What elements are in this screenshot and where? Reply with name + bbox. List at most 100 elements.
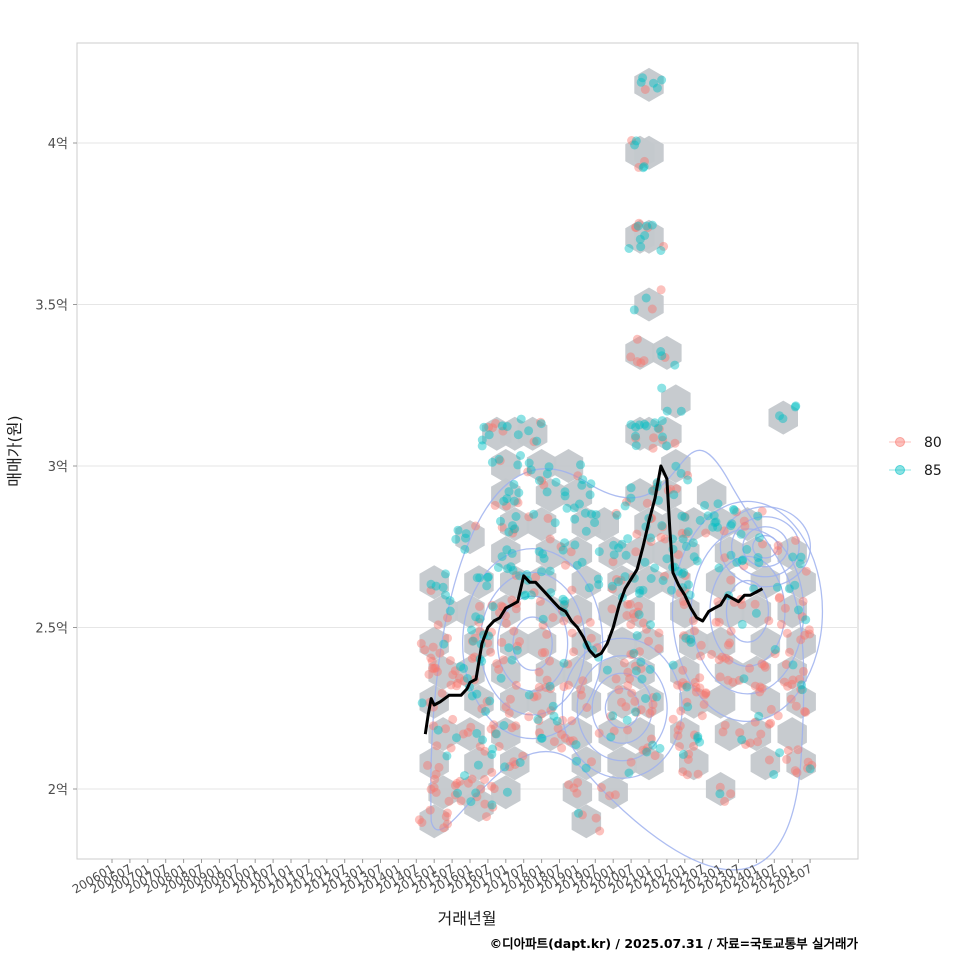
scatter-point-85: [791, 401, 801, 411]
scatter-point-80: [414, 815, 424, 825]
scatter-point-85: [472, 573, 482, 583]
scatter-point-80: [642, 498, 652, 508]
hexbin-cell: [419, 565, 449, 600]
scatter-point-80: [626, 757, 636, 767]
scatter-point-85: [536, 733, 546, 743]
scatter-point-80: [755, 682, 765, 692]
scatter-point-85: [671, 461, 681, 471]
scatter-point-80: [643, 743, 653, 753]
scatter-point-85: [657, 75, 667, 85]
scatter-point-80: [673, 731, 683, 741]
scatter-point-80: [573, 471, 583, 481]
scatter-point-80: [543, 513, 553, 523]
hexbin-cell: [634, 135, 664, 170]
scatter-point-85: [613, 577, 623, 587]
hexbin-cell: [732, 507, 763, 542]
scatter-point-85: [686, 637, 696, 647]
scatter-point-80: [758, 539, 767, 549]
scatter-point-80: [639, 356, 649, 366]
scatter-point-80: [723, 675, 733, 685]
scatter-point-80: [791, 701, 801, 711]
scatter-point-80: [630, 612, 640, 622]
hexbin-cell: [500, 684, 530, 719]
hexbin-cell: [517, 416, 548, 451]
scatter-point-80: [783, 746, 793, 755]
scatter-point-80: [546, 684, 555, 694]
scatter-point-85: [693, 733, 703, 743]
y-tick-label: 4억: [48, 137, 68, 152]
scatter-point-80: [553, 723, 563, 733]
scatter-point-85: [516, 451, 525, 460]
scatter-point-80: [518, 751, 528, 761]
scatter-point-80: [497, 637, 507, 647]
scatter-point-80: [701, 688, 711, 698]
scatter-point-85: [488, 744, 498, 754]
density-contour-outer: [430, 449, 805, 871]
scatter-point-85: [551, 477, 561, 487]
hexbin-cell: [571, 746, 602, 781]
hexbin-cell: [535, 594, 566, 629]
scatter-point-80: [714, 655, 724, 665]
scatter-point-85: [559, 658, 569, 668]
scatter-point-85: [729, 504, 738, 514]
scatter-point-80: [501, 702, 511, 712]
scatter-point-85: [714, 563, 724, 573]
scatter-point-85: [739, 674, 749, 684]
scatter-point-80: [753, 737, 763, 747]
scatter-point-85: [640, 231, 650, 240]
scatter-point-85: [645, 664, 655, 674]
scatter-point-80: [690, 677, 700, 687]
scatter-point-80: [523, 467, 533, 477]
density-contour: [561, 637, 683, 779]
scatter-point-85: [620, 501, 630, 511]
scatter-point-80: [636, 664, 646, 674]
hexbin-cell: [491, 478, 521, 513]
scatter-point-80: [677, 528, 687, 538]
scatter-point-80: [774, 593, 784, 603]
scatter-point-80: [443, 613, 452, 623]
scatter-point-85: [683, 527, 693, 537]
scatter-point-85: [471, 612, 481, 622]
scatter-point-80: [632, 529, 642, 539]
density-contour: [725, 579, 770, 643]
scatter-point-85: [452, 733, 461, 743]
scatter-point-85: [642, 221, 652, 231]
scatter-point-80: [557, 730, 567, 739]
scatter-point-80: [682, 770, 692, 780]
scatter-point-85: [751, 608, 761, 618]
scatter-point-80: [648, 700, 658, 710]
scatter-point-85: [624, 768, 634, 778]
scatter-point-80: [726, 575, 736, 585]
scatter-point-80: [452, 778, 462, 788]
scatter-point-80: [420, 645, 430, 655]
scatter-point-85: [631, 441, 641, 451]
scatter-point-80: [679, 631, 689, 641]
scatter-point-80: [509, 757, 519, 767]
scatter-point-80: [560, 599, 570, 609]
scatter-point-80: [505, 694, 515, 704]
scatter-point-80: [623, 725, 633, 735]
scatter-point-85: [680, 512, 690, 522]
scatter-point-80: [605, 791, 614, 801]
hexbin-cell: [428, 594, 458, 629]
scatter-point-80: [442, 808, 452, 818]
scatter-point-80: [431, 663, 441, 673]
scatter-point-80: [638, 745, 648, 755]
scatter-point-80: [721, 653, 731, 663]
scatter-point-80: [430, 774, 440, 784]
scatter-point-85: [637, 674, 647, 684]
scatter-point-80: [616, 575, 626, 585]
scatter-point-85: [688, 538, 698, 548]
scatter-point-85: [685, 590, 695, 600]
scatter-point-85: [678, 749, 688, 759]
hexbin-cell: [607, 684, 637, 719]
scatter-point-85: [753, 553, 763, 562]
hexbin-cell: [705, 507, 736, 542]
scatter-point-80: [573, 615, 583, 625]
scatter-point-80: [539, 480, 549, 490]
scatter-point-85: [587, 509, 597, 519]
scatter-point-85: [548, 701, 558, 711]
scatter-point-80: [455, 776, 465, 786]
scatter-point-85: [667, 585, 676, 595]
hexbin-cell: [768, 400, 798, 435]
